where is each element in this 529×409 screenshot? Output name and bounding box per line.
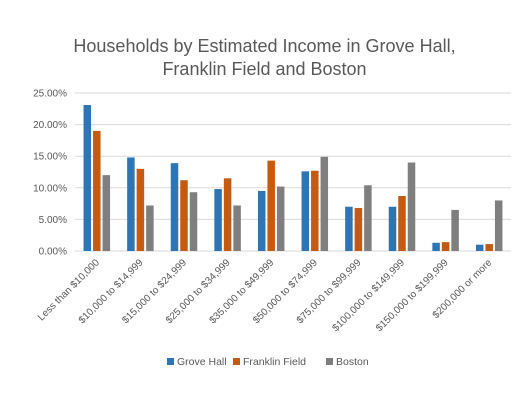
bar	[267, 160, 275, 251]
bar	[146, 205, 154, 251]
bar	[214, 189, 222, 251]
bars	[83, 105, 503, 252]
bar	[311, 170, 319, 251]
bar	[364, 185, 372, 251]
y-tick-label: 25.00%	[33, 89, 67, 100]
x-axis: Less than $10,000$10,000 to $14,999$15,0…	[36, 257, 495, 334]
bar	[102, 175, 111, 251]
bar	[475, 244, 484, 251]
bar	[276, 186, 285, 251]
bar	[494, 200, 503, 251]
legend-swatch	[326, 358, 333, 365]
bar	[485, 244, 493, 251]
bar	[301, 171, 310, 251]
y-tick-label: 10.00%	[33, 183, 67, 194]
bar	[170, 163, 179, 251]
y-tick-label: 20.00%	[33, 120, 67, 131]
bar	[345, 206, 353, 251]
bar	[233, 205, 241, 251]
bar	[93, 130, 101, 251]
legend-swatch	[167, 358, 174, 365]
legend-swatch	[233, 358, 240, 365]
bar	[180, 180, 188, 251]
bar	[257, 190, 266, 251]
x-tick-label: $150,000 to $199,999	[374, 257, 451, 334]
bar	[451, 209, 459, 251]
legend: Grove Hall Franklin Field Boston	[167, 356, 369, 368]
chart-title-line-2: Franklin Field and Boston	[162, 59, 366, 79]
bar	[189, 192, 198, 251]
legend-label: Boston	[336, 356, 369, 368]
legend-label: Grove Hall	[177, 356, 227, 368]
y-tick-label: 0.00%	[39, 247, 67, 258]
bar	[398, 196, 406, 251]
y-axis: 0.00% 5.00% 10.00% 15.00% 20.00% 25.00%	[33, 89, 67, 258]
y-tick-label: 5.00%	[39, 215, 67, 226]
bar	[83, 105, 92, 252]
bar	[223, 178, 232, 251]
chart-title-line-1: Households by Estimated Income in Grove …	[73, 36, 455, 56]
bar	[354, 208, 363, 251]
legend-label: Franklin Field	[243, 356, 306, 368]
y-tick-label: 15.00%	[33, 152, 67, 163]
x-tick-label: $100,000 to $149,999	[331, 257, 408, 334]
bar	[407, 162, 416, 251]
bar	[388, 206, 397, 251]
bar	[432, 242, 440, 251]
bar	[441, 242, 450, 251]
bar	[320, 156, 329, 251]
bar	[136, 168, 145, 251]
bar	[127, 157, 135, 251]
